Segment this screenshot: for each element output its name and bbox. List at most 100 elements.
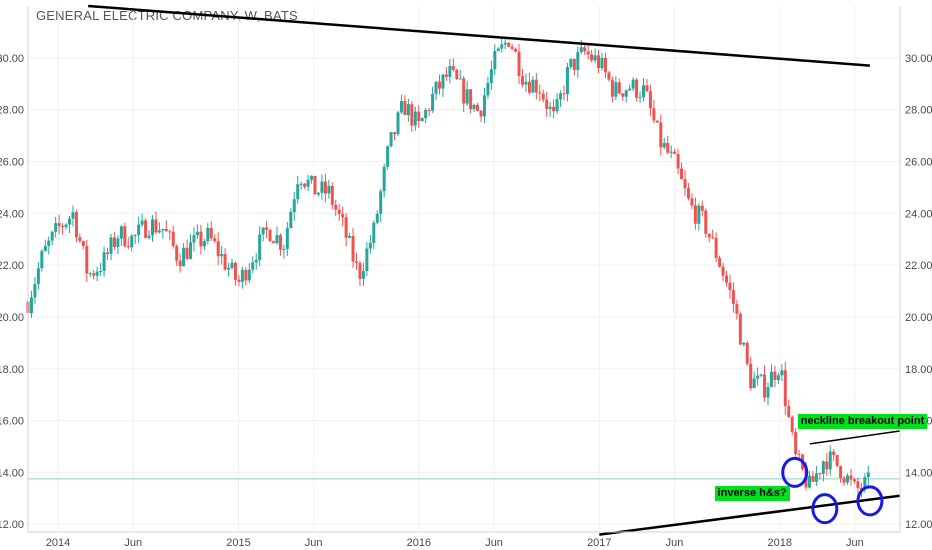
candle-body: [316, 192, 320, 195]
y-tick-label-left: 22.00: [0, 260, 24, 272]
candle-body: [355, 261, 359, 263]
candle-body: [828, 451, 832, 470]
candle-body: [749, 363, 753, 389]
candle-body: [372, 222, 376, 243]
candle-body: [278, 235, 282, 250]
candle-body: [182, 247, 186, 267]
candle-body: [344, 217, 348, 238]
candle-body: [797, 454, 801, 456]
candle-body: [517, 51, 521, 77]
candle-body: [50, 231, 54, 241]
candle-body: [811, 475, 815, 482]
candle-body: [600, 57, 604, 69]
candle-body: [140, 220, 144, 225]
candle-body: [559, 93, 563, 100]
candle-body: [462, 78, 466, 104]
candle-body: [403, 101, 407, 116]
candle-body: [126, 246, 130, 248]
candle-body: [769, 371, 773, 387]
candle-body: [697, 205, 701, 224]
candle-body: [555, 99, 559, 112]
candle-body: [424, 109, 428, 119]
candle-body: [61, 225, 65, 228]
candle-body: [586, 51, 590, 55]
y-tick-label-right: 20.00: [905, 312, 932, 324]
candle-body: [597, 55, 601, 69]
candle-body: [389, 132, 393, 147]
candle-body: [154, 219, 158, 233]
candle-body: [514, 48, 518, 52]
candle-body: [763, 374, 767, 398]
trendline-lower: [599, 494, 901, 536]
candle-body: [444, 74, 448, 77]
candle-body: [147, 235, 151, 238]
candle-body: [527, 81, 531, 93]
candle-body: [420, 118, 424, 122]
y-tick-label-right: 24.00: [905, 208, 932, 220]
candle-body: [603, 57, 607, 73]
candle-body: [119, 226, 123, 239]
candle-body: [240, 269, 244, 282]
candle-body: [95, 271, 99, 276]
x-tick-label: Jun: [666, 537, 684, 549]
candle-body: [659, 122, 663, 148]
candle-body: [112, 237, 116, 247]
candle-body: [669, 151, 673, 153]
candle-body: [368, 242, 372, 249]
y-tick-label-right: 14.00: [905, 467, 932, 479]
candle-body: [213, 238, 217, 242]
marker-circle: [781, 456, 809, 488]
candle-body: [123, 226, 127, 247]
candle-body: [431, 94, 435, 111]
chart-title: GENERAL ELECTRIC COMPANY, W, BATS: [36, 8, 298, 23]
candle-body: [341, 214, 345, 218]
candle-body: [469, 89, 473, 110]
time-axis: 2014 Jun 2015 Jun 2016 Jun 2017 Jun 2018 Jun: [27, 6, 901, 549]
candle-body: [548, 106, 552, 109]
candle-body: [268, 229, 272, 242]
candle-body: [479, 110, 483, 117]
y-tick-label-left: 12.00: [0, 519, 24, 531]
candle-body: [102, 252, 106, 271]
candle-body: [725, 275, 729, 283]
candle-body: [406, 104, 410, 116]
candle-body: [735, 303, 739, 314]
candle-body: [427, 109, 431, 111]
candle-body: [92, 273, 96, 276]
candle-body: [310, 175, 314, 180]
candle-body: [756, 375, 760, 379]
candle-body: [545, 99, 549, 109]
candle-body: [745, 342, 749, 364]
candle-body: [458, 78, 462, 80]
candle-body: [842, 477, 846, 483]
candle-body: [133, 235, 137, 237]
candle-body: [265, 227, 269, 230]
candle-body: [704, 210, 708, 234]
candle-body: [552, 106, 556, 112]
candle-body: [617, 82, 621, 94]
candle-body: [683, 179, 687, 189]
candle-body: [144, 220, 148, 238]
y-tick-label-right: 18.00: [905, 364, 932, 376]
candle-body: [472, 104, 476, 110]
candle-body: [482, 95, 486, 117]
candle-body: [780, 370, 784, 376]
trendline-neckline: [809, 430, 901, 445]
candle-body: [565, 67, 569, 95]
candle-body: [752, 378, 756, 389]
candle-body: [175, 246, 179, 261]
candle-body: [839, 466, 843, 478]
y-tick-label-right: 22.00: [905, 260, 932, 272]
candle-body: [666, 142, 670, 153]
y-tick-label-left: 20.00: [0, 312, 24, 324]
candle-body: [54, 223, 58, 232]
y-tick-label-right: 12.00: [905, 519, 932, 531]
candle-body: [272, 241, 276, 244]
candle-body: [85, 246, 89, 274]
candle-body: [648, 91, 652, 109]
candle-body: [859, 487, 863, 490]
y-tick-label-left: 30.00: [0, 53, 24, 65]
candle-body: [493, 50, 497, 70]
candle-body: [399, 101, 403, 113]
